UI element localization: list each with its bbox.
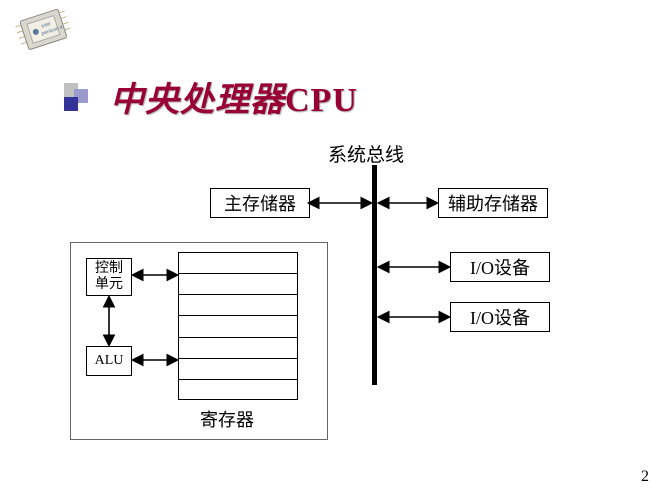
page-number: 2: [641, 468, 649, 486]
chip-illustration: intel pentium 4: [10, 4, 80, 59]
slide-title-row: 中央处理器CPU: [64, 72, 358, 121]
cpu-diagram: 系统总线 主存储器 辅助存储器 I/O设备 I/O设备 控制 单元 ALU 寄存…: [70, 140, 610, 460]
slide-title: 中央处理器CPU: [110, 72, 358, 121]
arrows-layer: [70, 140, 610, 460]
title-en: CPU: [285, 82, 358, 119]
title-bullet-icon: [64, 83, 92, 111]
bullet-sq3: [64, 97, 78, 111]
title-cn: 中央处理器: [110, 81, 285, 119]
